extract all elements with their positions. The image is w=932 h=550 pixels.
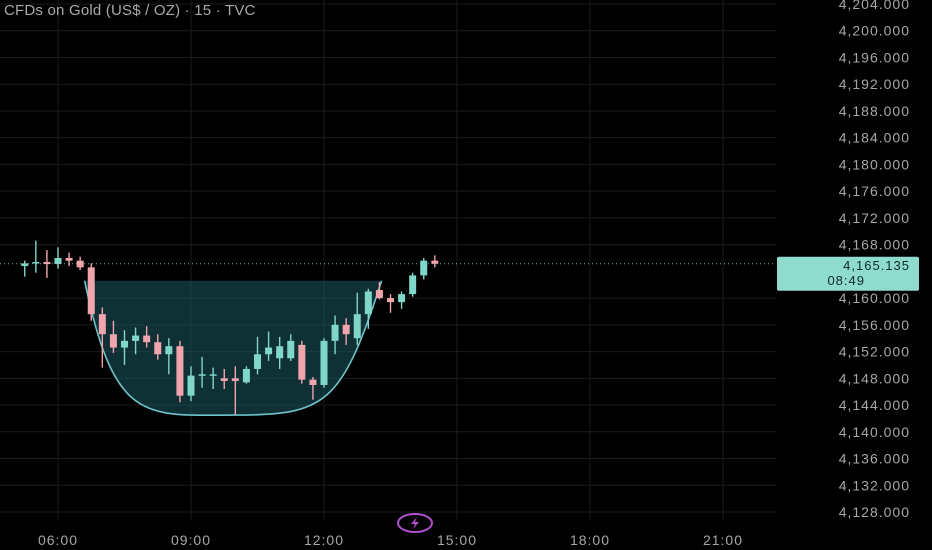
x-tick-label: 12:00 bbox=[304, 532, 344, 548]
candle-body-4 bbox=[65, 258, 73, 261]
y-tick-label: 4,196.000 bbox=[839, 49, 910, 65]
y-tick-label: 4,172.000 bbox=[839, 210, 910, 226]
y-tick-label: 4,204.000 bbox=[839, 0, 910, 12]
chart-title: CFDs on Gold (US$ / OZ) · 15 · TVC bbox=[4, 2, 256, 19]
candle-body-37 bbox=[431, 260, 439, 264]
candle-body-27 bbox=[320, 340, 328, 385]
y-tick-label: 4,156.000 bbox=[839, 317, 910, 333]
candle-body-11 bbox=[143, 335, 151, 343]
candle-body-25 bbox=[298, 344, 306, 380]
y-tick-label: 4,144.000 bbox=[839, 397, 910, 413]
y-tick-label: 4,148.000 bbox=[839, 370, 910, 386]
x-tick-label: 21:00 bbox=[703, 532, 743, 548]
candle-body-15 bbox=[187, 375, 195, 396]
y-tick-label: 4,136.000 bbox=[839, 451, 910, 467]
y-tick-label: 4,184.000 bbox=[839, 130, 910, 146]
candle-body-7 bbox=[98, 314, 106, 335]
candle-body-10 bbox=[132, 335, 140, 341]
x-tick-label: 15:00 bbox=[437, 532, 477, 548]
y-tick-label: 4,188.000 bbox=[839, 103, 910, 119]
candle-body-35 bbox=[409, 275, 417, 295]
candle-body-6 bbox=[87, 267, 95, 315]
candle-body-24 bbox=[287, 340, 295, 359]
lightning-badge[interactable] bbox=[397, 513, 433, 533]
candle-body-32 bbox=[375, 290, 383, 299]
candle-body-21 bbox=[254, 354, 261, 369]
candle-body-28 bbox=[331, 324, 339, 341]
candle-body-34 bbox=[398, 294, 406, 303]
last-price-tag bbox=[777, 256, 919, 291]
candle-body-14 bbox=[176, 346, 184, 396]
candle-body-5 bbox=[76, 260, 84, 268]
x-tick-label: 06:00 bbox=[38, 532, 78, 548]
candle-body-31 bbox=[364, 291, 372, 315]
candle-body-18 bbox=[220, 378, 228, 381]
y-tick-label: 4,200.000 bbox=[839, 23, 910, 39]
lightning-icon bbox=[411, 517, 419, 529]
candle-body-16 bbox=[198, 374, 206, 376]
y-tick-label: 4,160.000 bbox=[839, 290, 910, 306]
y-tick-label: 4,152.000 bbox=[839, 344, 910, 360]
y-tick-label: 4,128.000 bbox=[839, 504, 910, 520]
candle-body-17 bbox=[209, 374, 217, 376]
y-tick-label: 4,140.000 bbox=[839, 424, 910, 440]
candle-body-12 bbox=[154, 342, 162, 355]
candle-body-20 bbox=[242, 368, 250, 383]
candle-body-30 bbox=[353, 314, 361, 339]
candle-body-13 bbox=[165, 346, 173, 355]
y-tick-label: 4,192.000 bbox=[839, 76, 910, 92]
candle-body-19 bbox=[231, 378, 239, 381]
candle-body-8 bbox=[109, 334, 117, 348]
candle-body-3 bbox=[54, 258, 62, 265]
candle-body-36 bbox=[420, 260, 428, 276]
candle-body-29 bbox=[342, 324, 350, 335]
last-price-countdown: 08:49 bbox=[827, 273, 865, 288]
x-tick-label: 09:00 bbox=[171, 532, 211, 548]
candle-body-1 bbox=[32, 262, 40, 264]
y-tick-label: 4,168.000 bbox=[839, 237, 910, 253]
cup-pattern-curve bbox=[83, 280, 383, 417]
candle-body-22 bbox=[265, 347, 273, 355]
candle-body-33 bbox=[387, 298, 394, 303]
x-tick-label: 18:00 bbox=[570, 532, 610, 548]
cup-pattern-fill bbox=[84, 280, 382, 416]
candle-body-23 bbox=[276, 346, 284, 359]
candle-body-0 bbox=[21, 263, 29, 267]
candle-body-2 bbox=[43, 262, 51, 265]
y-tick-label: 4,180.000 bbox=[839, 156, 910, 172]
last-price-value: 4,165.135 bbox=[843, 258, 910, 273]
candle-body-26 bbox=[309, 379, 317, 385]
y-tick-label: 4,176.000 bbox=[839, 183, 910, 199]
y-tick-label: 4,132.000 bbox=[839, 477, 910, 493]
candle-body-9 bbox=[121, 340, 128, 348]
